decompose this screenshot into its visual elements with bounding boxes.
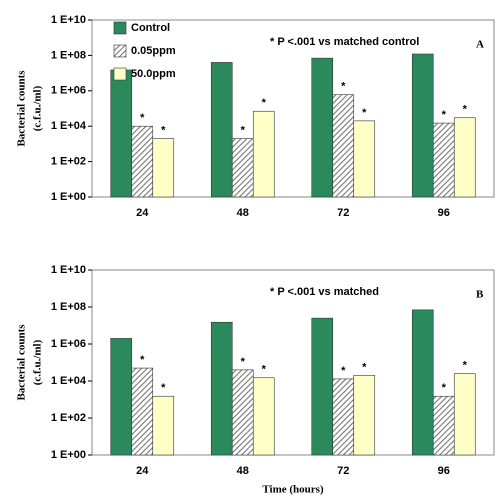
y-tick-label: 1 E+02 [51, 156, 86, 168]
y-tick-label: 1 E+10 [51, 264, 86, 276]
y-tick-label: 1 E+04 [51, 375, 87, 387]
bar [110, 338, 133, 456]
bar [353, 120, 376, 198]
bar [252, 110, 275, 198]
bar [332, 94, 355, 198]
y-tick-label: 1 E+06 [51, 338, 86, 350]
y-tick-label: 1 E+00 [51, 191, 86, 203]
bar [231, 369, 254, 456]
x-tick-label: 72 [337, 465, 349, 477]
y-tick-label: 1 E+04 [51, 120, 87, 132]
annotation: * P <.001 vs matched [270, 286, 379, 298]
x-tick-label: 96 [438, 207, 450, 219]
bar [152, 138, 175, 198]
bar [411, 309, 434, 456]
bar [131, 125, 154, 198]
legend-swatch [113, 44, 127, 58]
significance-marker: * [341, 81, 346, 93]
bar [353, 375, 376, 456]
bar [332, 378, 355, 456]
bar [411, 53, 434, 198]
bar [152, 395, 175, 456]
legend-swatch [113, 21, 127, 35]
y-axis-label: Bacterial counts [16, 324, 28, 401]
annotation: * P <.001 vs matched control [270, 36, 419, 48]
y-tick-label: 1 E+08 [51, 301, 86, 313]
y-tick-label: 1 E+10 [51, 14, 86, 26]
y-axis-label: (c.f.u./ml) [32, 339, 44, 385]
x-tick-label: 48 [237, 465, 249, 477]
bar [311, 57, 334, 198]
legend-label: 0.05ppm [131, 45, 176, 57]
x-tick-label: 48 [237, 207, 249, 219]
x-tick-label: 24 [136, 207, 149, 219]
significance-marker: * [140, 354, 145, 366]
bar [311, 317, 334, 456]
significance-marker: * [161, 382, 166, 394]
significance-marker: * [262, 364, 267, 376]
significance-marker: * [241, 356, 246, 368]
panel-label: B [476, 289, 484, 301]
significance-marker: * [463, 360, 468, 372]
legend-label: Control [131, 22, 170, 34]
bar [110, 69, 133, 198]
x-tick-label: 72 [337, 207, 349, 219]
legend-swatch [113, 67, 127, 81]
significance-marker: * [341, 365, 346, 377]
bar [210, 321, 233, 456]
y-tick-label: 1 E+02 [51, 412, 86, 424]
significance-marker: * [442, 109, 447, 121]
bar [453, 373, 476, 456]
significance-marker: * [262, 97, 267, 109]
significance-marker: * [362, 107, 367, 119]
significance-marker: * [463, 104, 468, 116]
x-axis-label: Time (hours) [262, 484, 324, 496]
x-tick-label: 24 [136, 465, 149, 477]
bar [432, 122, 455, 198]
bar [252, 377, 275, 456]
plot-frame [91, 19, 495, 198]
legend-label: 50.0ppm [131, 68, 176, 80]
significance-marker: * [140, 112, 145, 124]
y-tick-label: 1 E+08 [51, 49, 86, 61]
significance-marker: * [241, 124, 246, 136]
bar [231, 138, 254, 198]
significance-marker: * [442, 382, 447, 394]
y-tick-label: 1 E+00 [51, 449, 86, 461]
y-tick-label: 1 E+06 [51, 85, 86, 97]
x-tick-label: 96 [438, 465, 450, 477]
panel-label: A [476, 39, 484, 51]
bar [131, 367, 154, 456]
plot-frame [91, 269, 495, 456]
y-axis-label: Bacterial counts [16, 70, 28, 147]
bar [453, 117, 476, 198]
significance-marker: * [161, 124, 166, 136]
significance-marker: * [362, 361, 367, 373]
y-axis-label: (c.f.u./ml) [32, 85, 44, 131]
bar [210, 62, 233, 198]
bar [432, 395, 455, 456]
